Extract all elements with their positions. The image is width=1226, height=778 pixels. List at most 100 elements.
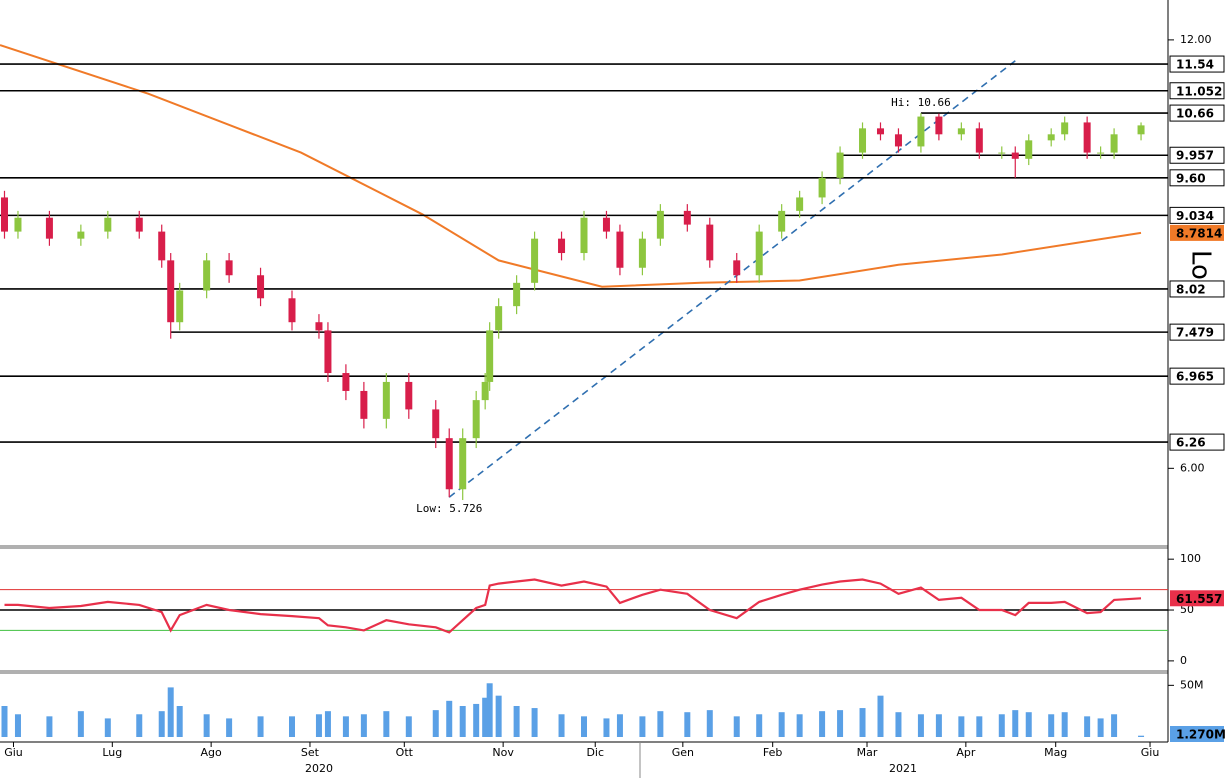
candle-body bbox=[1061, 122, 1069, 135]
volume-bar bbox=[603, 718, 610, 737]
candle-body bbox=[796, 197, 804, 211]
x-tick-label: Set bbox=[301, 746, 320, 759]
volume-bar bbox=[958, 716, 965, 737]
volume-bar bbox=[77, 711, 84, 737]
volume-bar bbox=[167, 687, 174, 737]
level-label: 7.479 bbox=[1176, 326, 1214, 340]
candle-body bbox=[859, 128, 867, 153]
candle-body bbox=[616, 231, 624, 268]
rsi-last-label: 61.557 bbox=[1176, 592, 1222, 606]
volume-bar bbox=[1061, 712, 1068, 737]
y-tick-label: 6.00 bbox=[1180, 461, 1205, 474]
y-tick-label: 0 bbox=[1180, 654, 1187, 667]
candle-body bbox=[513, 282, 521, 307]
candle-body bbox=[558, 238, 566, 254]
candle-body bbox=[1137, 125, 1145, 135]
volume-bar bbox=[796, 714, 803, 737]
x-tick-label: Giu bbox=[1141, 746, 1160, 759]
candle-body bbox=[481, 381, 489, 401]
volume-bar bbox=[513, 706, 520, 737]
volume-bar bbox=[473, 703, 480, 737]
candle-body bbox=[818, 177, 826, 198]
candle-body bbox=[14, 217, 22, 232]
candle-body bbox=[1047, 134, 1055, 141]
candle-body bbox=[1011, 152, 1019, 159]
y-tick-label: 50 bbox=[1180, 603, 1194, 616]
volume-bar bbox=[684, 712, 691, 737]
x-tick-label: Gen bbox=[672, 746, 694, 759]
volume-bar bbox=[998, 714, 1005, 737]
volume-bar bbox=[756, 714, 763, 737]
level-label: 8.02 bbox=[1176, 282, 1206, 296]
candle-body bbox=[0, 197, 8, 232]
ma-last-label: 8.7814 bbox=[1176, 226, 1222, 240]
candle-body bbox=[706, 224, 714, 261]
volume-bar bbox=[976, 716, 983, 737]
level-label-box bbox=[1169, 169, 1225, 187]
x-tick-label: Lug bbox=[102, 746, 122, 759]
x-tick-label: Nov bbox=[492, 746, 514, 759]
level-label-box bbox=[1169, 323, 1225, 341]
candle-body bbox=[158, 231, 166, 261]
candle-body bbox=[432, 409, 440, 439]
x-tick-label: Feb bbox=[763, 746, 782, 759]
volume-bar bbox=[895, 712, 902, 737]
x-tick-label: Dic bbox=[586, 746, 604, 759]
panel-separator bbox=[0, 545, 1168, 549]
volume-bar bbox=[46, 716, 53, 737]
level-label-box bbox=[1169, 280, 1225, 298]
candle-body bbox=[486, 330, 494, 382]
rsi-line bbox=[4, 578, 1142, 634]
candle-body bbox=[836, 152, 844, 178]
volume-bar bbox=[495, 695, 502, 737]
volume-bar bbox=[176, 706, 183, 737]
candle-body bbox=[459, 438, 467, 490]
volume-last-label-box bbox=[1170, 726, 1224, 742]
volume-bar bbox=[1097, 718, 1104, 737]
candle-body bbox=[495, 306, 503, 331]
level-label-box bbox=[1169, 55, 1225, 73]
rsi-last-label-box bbox=[1170, 590, 1224, 607]
candle-body bbox=[315, 322, 323, 331]
x-tick-label: Ott bbox=[396, 746, 414, 759]
volume-bar bbox=[837, 710, 844, 737]
volume-bar bbox=[706, 710, 713, 737]
candle-body bbox=[531, 238, 539, 283]
x-tick-label: Mag bbox=[1044, 746, 1067, 759]
volume-bar bbox=[558, 714, 565, 737]
annotation: Low: 5.726 bbox=[416, 502, 482, 515]
volume-bar bbox=[432, 710, 439, 737]
candle-body bbox=[778, 210, 786, 232]
volume-bar bbox=[1025, 712, 1032, 737]
candle-body bbox=[1097, 152, 1105, 154]
volume-bar bbox=[226, 718, 233, 737]
volume-bar bbox=[917, 714, 924, 737]
candle-body bbox=[957, 128, 965, 135]
volume-bar bbox=[1084, 716, 1091, 737]
candle-body bbox=[45, 217, 53, 239]
level-label: 6.965 bbox=[1176, 370, 1214, 384]
candle-body bbox=[1025, 140, 1033, 159]
candle-body bbox=[472, 400, 480, 439]
x-tick-label: Ago bbox=[201, 746, 223, 759]
candle-body bbox=[876, 128, 884, 135]
level-label: 11.052 bbox=[1176, 84, 1222, 98]
candle-body bbox=[998, 152, 1006, 154]
candle-body bbox=[638, 238, 646, 268]
volume-bar bbox=[446, 700, 453, 737]
candle-body bbox=[225, 260, 233, 276]
candle-body bbox=[733, 260, 741, 276]
level-label: 9.60 bbox=[1176, 171, 1206, 185]
candle-body bbox=[77, 231, 85, 239]
volume-bar bbox=[383, 711, 390, 737]
candle-body bbox=[683, 210, 691, 225]
x-tick-label: Mar bbox=[857, 746, 878, 759]
candle-body bbox=[167, 260, 175, 323]
candle-body bbox=[176, 290, 184, 323]
candle-body bbox=[894, 134, 902, 147]
volume-bar bbox=[486, 683, 493, 737]
volume-bar bbox=[935, 714, 942, 737]
panel-separator bbox=[0, 670, 1168, 674]
candle-body bbox=[382, 381, 390, 419]
volume-bar bbox=[1, 706, 8, 737]
